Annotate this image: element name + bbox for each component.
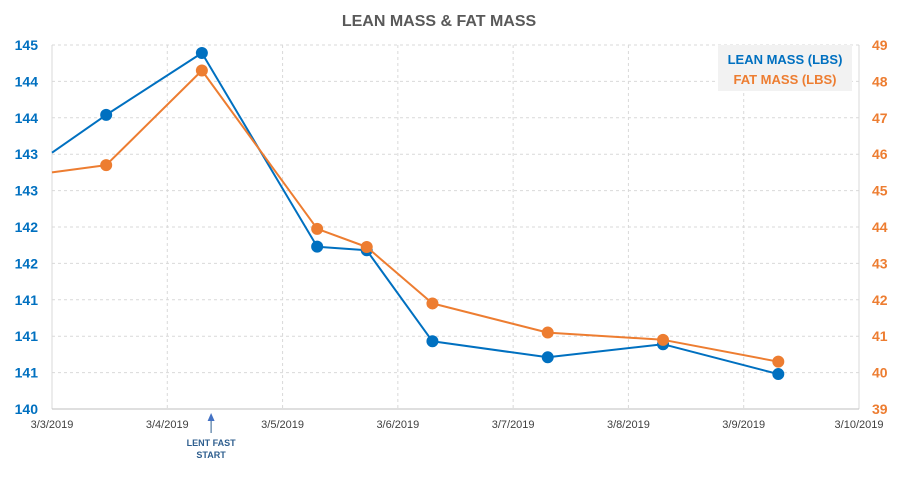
fat-mass-point xyxy=(360,241,373,254)
lean-mass-point xyxy=(100,108,113,121)
y-left-tick-label: 143 xyxy=(15,146,39,162)
legend-box xyxy=(718,45,852,91)
y-left-tick-label: 140 xyxy=(15,401,39,417)
x-tick-label: 3/6/2019 xyxy=(376,419,419,431)
lean-mass-point xyxy=(541,351,554,364)
legend-entry-fat-mass: FAT MASS (LBS) xyxy=(733,72,836,87)
y-right-tick-label: 46 xyxy=(872,146,888,162)
y-right-tick-label: 43 xyxy=(872,255,888,271)
y-left-tick-label: 142 xyxy=(15,219,39,235)
y-right-tick-label: 42 xyxy=(872,292,888,308)
y-right-tick-label: 39 xyxy=(872,401,888,417)
fat-mass-point xyxy=(195,64,208,77)
chart-title: LEAN MASS & FAT MASS xyxy=(342,13,537,30)
y-right-tick-label: 49 xyxy=(872,37,888,53)
y-right-tick-label: 47 xyxy=(872,110,888,126)
lean-mass-point xyxy=(426,335,439,348)
y-left-tick-label: 141 xyxy=(15,365,39,381)
annotation: LENT FAST START xyxy=(187,413,237,460)
fat-mass-point xyxy=(772,355,785,368)
x-tick-label: 3/9/2019 xyxy=(722,419,765,431)
annotation-arrow-head xyxy=(207,413,215,421)
fat-mass-point xyxy=(311,222,324,235)
fat-mass-point xyxy=(541,326,554,339)
series xyxy=(51,47,785,381)
y-left-tick-label: 145 xyxy=(15,37,39,53)
fat-mass-point xyxy=(426,297,439,310)
fat-mass-point xyxy=(100,159,113,172)
x-tick-label: 3/10/2019 xyxy=(835,419,884,431)
y-right-tick-label: 44 xyxy=(872,219,888,235)
gridlines xyxy=(51,44,860,410)
lean-mass-point xyxy=(195,47,208,60)
y-left-tick-label: 143 xyxy=(15,183,39,199)
series-line-lean-mass xyxy=(51,52,779,376)
y-left-tick-label: 141 xyxy=(15,328,39,344)
y-left-tick-label: 144 xyxy=(15,110,39,126)
annotation-text-line: START xyxy=(196,450,226,460)
lean-mass-point xyxy=(311,240,324,253)
y-right-tick-label: 41 xyxy=(872,328,888,344)
y-left-tick-label: 144 xyxy=(15,73,39,89)
y-right-tick-label: 45 xyxy=(872,183,888,199)
x-tick-label: 3/8/2019 xyxy=(607,419,650,431)
x-tick-label: 3/5/2019 xyxy=(261,419,304,431)
legend-entry-lean-mass: LEAN MASS (LBS) xyxy=(728,52,843,67)
x-tick-label: 3/4/2019 xyxy=(146,419,189,431)
y-right-tick-label: 48 xyxy=(872,73,888,89)
x-tick-label: 3/3/2019 xyxy=(31,419,74,431)
x-tick-label: 3/7/2019 xyxy=(492,419,535,431)
y-right-tick-label: 40 xyxy=(872,365,888,381)
y-left-tick-label: 141 xyxy=(15,292,39,308)
y-left-tick-label: 142 xyxy=(15,255,39,271)
fat-mass-point xyxy=(657,333,670,346)
annotation-text-line: LENT FAST xyxy=(187,438,237,448)
lean-mass-point xyxy=(772,368,785,381)
axes: 140 141 141 141 142 142 143 143 144 144 145 39 40 41 4… xyxy=(15,37,888,431)
legend: LEAN MASS (LBS) FAT MASS (LBS) xyxy=(718,45,852,91)
